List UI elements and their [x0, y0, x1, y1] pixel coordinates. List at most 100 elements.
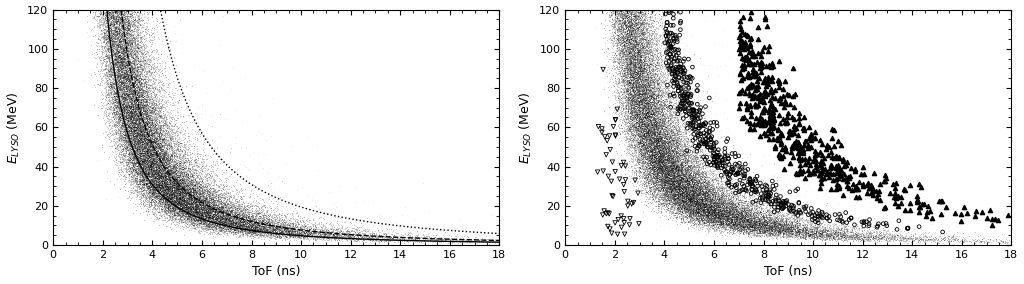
Point — [122, 23, 138, 28]
Point — [862, 234, 879, 239]
Point — [122, 167, 138, 172]
Point — [267, 215, 284, 219]
Point — [187, 188, 204, 192]
Point — [163, 161, 179, 166]
Point — [654, 158, 671, 163]
Point — [163, 202, 179, 207]
Point — [625, 76, 641, 80]
Point — [647, 186, 664, 190]
Point — [734, 215, 751, 220]
Point — [697, 141, 714, 145]
Point — [151, 176, 167, 181]
Point — [232, 216, 249, 221]
Point — [646, 175, 663, 179]
Point — [123, 67, 139, 72]
Point — [654, 159, 671, 164]
Point — [743, 224, 760, 229]
Point — [634, 69, 650, 74]
Point — [152, 165, 168, 170]
Point — [634, 117, 650, 122]
Point — [241, 216, 257, 221]
Point — [649, 188, 666, 192]
Point — [326, 231, 342, 236]
Point — [244, 213, 260, 218]
Point — [913, 201, 930, 206]
Point — [115, 32, 131, 36]
Point — [207, 216, 223, 221]
Point — [132, 43, 148, 48]
Point — [640, 163, 656, 168]
Point — [172, 156, 188, 161]
Point — [698, 207, 715, 211]
Point — [646, 131, 663, 136]
Point — [208, 196, 224, 200]
Point — [725, 224, 741, 229]
Point — [649, 140, 666, 144]
Point — [108, 46, 124, 51]
Point — [668, 164, 684, 169]
Point — [299, 219, 315, 224]
Point — [224, 201, 241, 206]
Point — [145, 170, 162, 175]
Point — [644, 195, 660, 200]
Point — [129, 117, 145, 121]
Point — [779, 227, 796, 231]
Point — [767, 216, 783, 221]
Point — [672, 174, 688, 178]
Point — [259, 232, 275, 237]
Point — [640, 132, 656, 137]
Point — [188, 194, 205, 198]
Point — [738, 199, 755, 203]
Point — [115, 18, 131, 22]
Point — [682, 153, 698, 157]
Point — [127, 124, 143, 128]
Point — [691, 142, 708, 147]
Point — [696, 204, 713, 209]
Point — [623, 55, 639, 60]
Point — [110, 100, 126, 105]
Point — [284, 228, 300, 233]
Point — [178, 191, 195, 196]
Point — [640, 50, 656, 54]
Point — [764, 224, 780, 229]
Point — [187, 213, 204, 218]
Point — [174, 187, 190, 191]
Point — [118, 139, 134, 143]
Point — [264, 218, 281, 223]
Point — [632, 53, 648, 58]
Point — [697, 204, 714, 209]
Point — [672, 157, 688, 162]
Point — [658, 205, 675, 210]
Point — [113, 87, 129, 92]
Point — [115, 22, 131, 27]
Point — [693, 196, 710, 201]
Point — [242, 223, 258, 228]
Point — [640, 81, 656, 85]
Point — [156, 180, 172, 184]
Point — [170, 198, 186, 203]
Point — [210, 187, 226, 192]
Point — [106, 52, 123, 56]
Point — [180, 193, 197, 197]
Point — [128, 98, 144, 103]
Point — [865, 226, 882, 231]
Point — [215, 212, 231, 216]
Point — [122, 147, 138, 151]
Point — [676, 172, 692, 177]
Point — [779, 222, 796, 227]
Point — [161, 216, 177, 221]
Point — [773, 225, 790, 229]
Point — [240, 181, 256, 185]
Point — [97, 56, 114, 61]
Point — [245, 211, 261, 215]
Point — [115, 22, 131, 26]
Point — [632, 138, 648, 143]
Point — [660, 137, 677, 141]
Point — [251, 230, 267, 235]
Point — [792, 229, 808, 233]
Point — [648, 203, 665, 208]
Point — [716, 214, 732, 219]
Point — [633, 85, 649, 90]
Point — [119, 86, 135, 91]
Point — [638, 102, 654, 106]
